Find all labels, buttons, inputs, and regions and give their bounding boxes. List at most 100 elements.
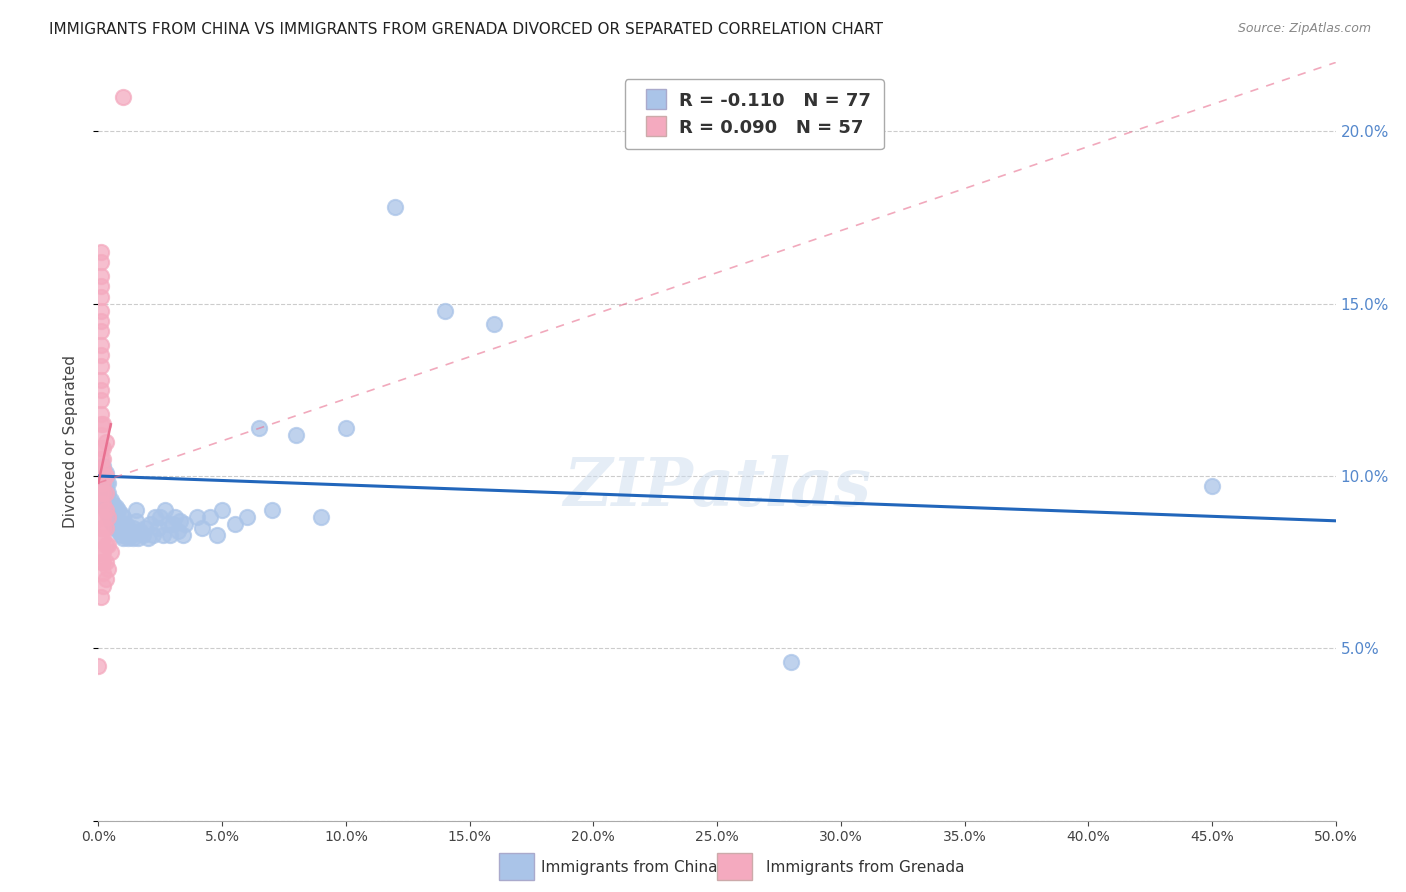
Point [335, 421, 357, 435]
Point [97, 475, 120, 490]
Point [112, 521, 135, 535]
Text: Source: ZipAtlas.com: Source: ZipAtlas.com [1237, 22, 1371, 36]
Point [93, 442, 115, 456]
Point [100, 545, 122, 559]
Point [146, 521, 169, 535]
Point [384, 200, 406, 214]
Point [97, 538, 120, 552]
Point [94, 555, 117, 569]
Point [97, 510, 120, 524]
Point [122, 521, 145, 535]
Point [97, 562, 120, 576]
Point [90, 303, 112, 318]
Point [90, 417, 112, 432]
Point [93, 458, 115, 473]
Point [114, 517, 136, 532]
Text: Immigrants from Grenada: Immigrants from Grenada [766, 860, 965, 874]
Point [1201, 479, 1223, 493]
Point [104, 510, 127, 524]
Point [94, 475, 117, 490]
Point [93, 475, 115, 490]
Point [149, 510, 172, 524]
Point [94, 503, 117, 517]
Point [127, 531, 149, 545]
Point [90, 555, 112, 569]
Point [309, 510, 332, 524]
Point [93, 451, 115, 466]
Point [124, 503, 146, 517]
Point [132, 527, 155, 541]
Point [90, 510, 112, 524]
Point [174, 517, 197, 532]
Point [93, 462, 115, 476]
Point [90, 462, 112, 476]
Point [90, 462, 112, 476]
Point [107, 524, 129, 538]
Point [94, 486, 117, 500]
Point [103, 507, 125, 521]
Point [90, 290, 112, 304]
Point [107, 514, 129, 528]
Point [93, 521, 115, 535]
Point [90, 531, 112, 545]
Point [90, 348, 112, 362]
Point [93, 486, 115, 500]
Y-axis label: Divorced or Separated: Divorced or Separated [63, 355, 77, 528]
Point [97, 497, 120, 511]
Point [90, 359, 112, 373]
Point [94, 486, 117, 500]
Point [90, 372, 112, 386]
Point [205, 527, 228, 541]
Text: Immigrants from China: Immigrants from China [541, 860, 718, 874]
Point [100, 503, 122, 517]
Point [93, 555, 115, 569]
Point [90, 521, 112, 535]
Point [166, 524, 188, 538]
Point [136, 531, 159, 545]
Point [260, 503, 283, 517]
Point [90, 269, 112, 284]
Point [152, 527, 174, 541]
Point [110, 517, 132, 532]
Point [100, 493, 122, 508]
Point [90, 244, 112, 259]
Point [93, 579, 115, 593]
Point [100, 514, 122, 528]
Point [285, 427, 308, 442]
Point [165, 510, 187, 524]
Point [112, 90, 135, 104]
Point [94, 497, 117, 511]
Point [94, 573, 117, 587]
Point [97, 507, 120, 521]
Point [129, 524, 152, 538]
Point [93, 531, 115, 545]
Point [93, 510, 115, 524]
Point [117, 531, 139, 545]
Point [211, 503, 233, 517]
Point [159, 527, 181, 541]
Point [104, 500, 127, 514]
Point [191, 521, 214, 535]
Point [90, 545, 112, 559]
Point [156, 517, 179, 532]
Point [90, 486, 112, 500]
Point [247, 421, 270, 435]
Point [110, 507, 132, 521]
Point [90, 475, 112, 490]
Point [433, 303, 456, 318]
Point [124, 514, 146, 528]
Point [236, 510, 259, 524]
Point [110, 527, 132, 541]
Point [112, 531, 135, 545]
Point [94, 538, 117, 552]
Point [90, 590, 112, 604]
Point [94, 521, 117, 535]
Point [169, 514, 191, 528]
Point [155, 503, 177, 517]
Point [90, 393, 112, 408]
Point [172, 527, 194, 541]
Point [93, 469, 115, 483]
Point [134, 521, 156, 535]
Point [93, 417, 115, 432]
Text: ZIPatlas: ZIPatlas [564, 455, 870, 519]
